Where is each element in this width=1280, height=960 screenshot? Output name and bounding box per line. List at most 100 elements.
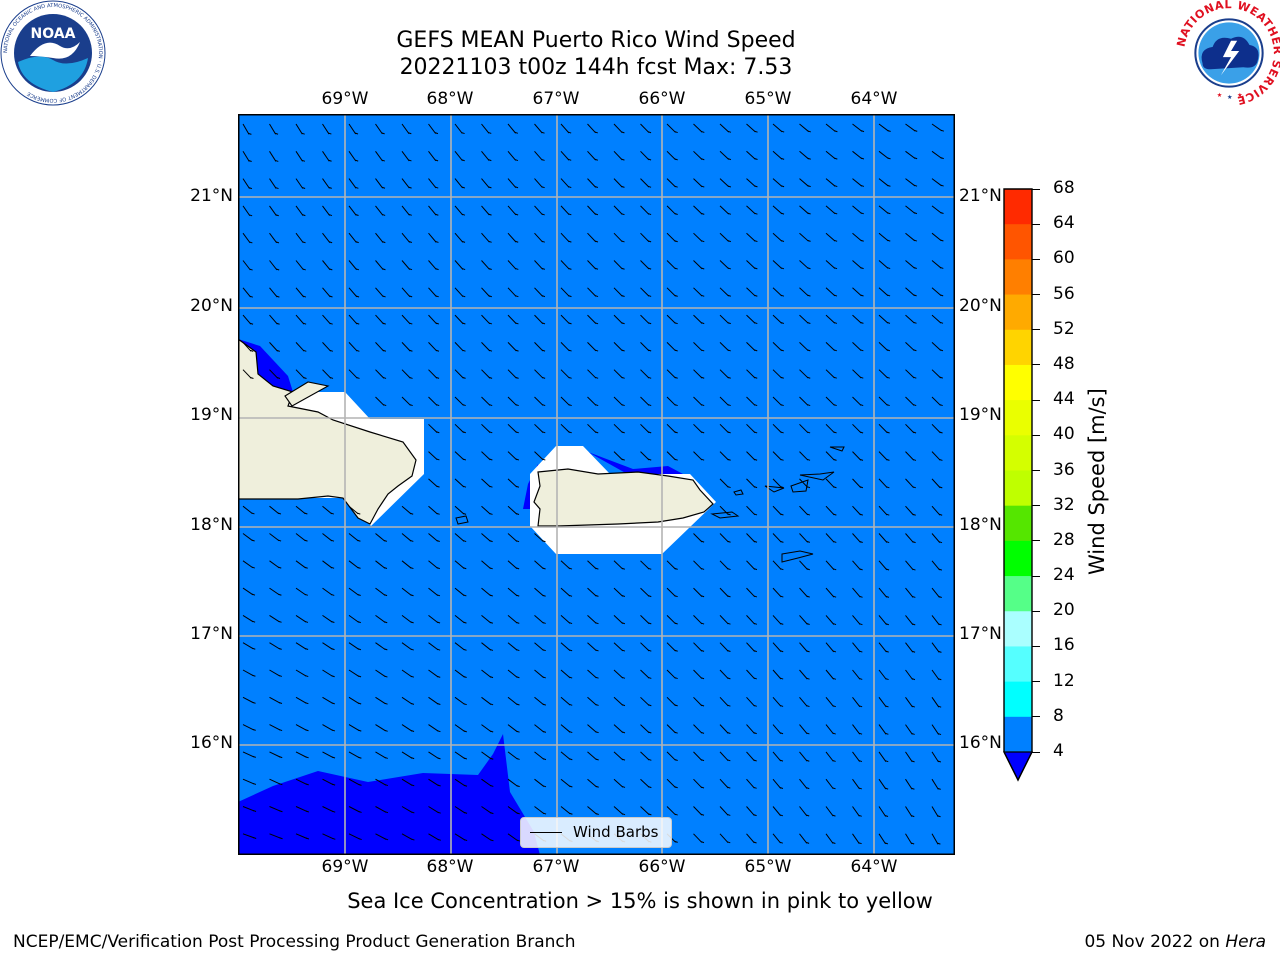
wind-barb-flag [832,623,837,626]
wind-barb [931,178,942,187]
wind-barb-flag [832,705,836,708]
wind-barb [878,260,889,269]
wind-barb [799,123,810,133]
wind-barb-flag [514,186,519,189]
wind-barb [719,533,729,543]
wind-barb-flag [462,349,466,352]
wind-barb [401,287,411,298]
wind-barb [401,342,411,352]
wind-barb [534,696,545,706]
wind-barb-flag [674,840,678,843]
wind-barb [269,205,277,216]
wind-barb [534,669,545,679]
colorbar-tick-label: 48 [1053,353,1075,374]
wind-barb-flag [754,376,758,379]
wind-barb [799,342,809,352]
wind-barb-flag [780,185,785,188]
legend: Wind Barbs [520,817,672,848]
wind-barb-flag [938,678,942,681]
wind-barb [269,151,277,162]
wind-barb-flag [542,812,547,815]
wind-barb-flag [568,431,572,434]
wind-barb [852,751,861,762]
wind-barb [454,587,465,597]
wind-barb-flag [911,760,915,763]
wind-barb-flag [700,595,705,598]
wind-barb-flag [278,620,282,623]
wind-barb-flag [780,349,784,352]
wind-barb-flag [912,541,916,544]
wind-barb-flag [516,785,520,788]
wind-barb [799,669,808,680]
wind-barb [322,778,334,786]
wind-barb [640,778,650,788]
wind-barb [719,587,729,598]
wind-barb [269,314,278,325]
wind-barb-flag [331,648,335,651]
lon-label-top: 69°W [321,89,369,109]
wind-barb-flag [384,675,388,678]
wind-barb [905,615,914,626]
wind-barb-flag [727,130,732,133]
wind-barb-flag [355,159,359,162]
wind-barb [905,778,913,790]
wind-barb [242,287,251,298]
wind-barb [242,778,255,785]
wind-barb-flag [252,701,256,704]
wind-barb-flag [278,647,282,650]
wind-barb [825,451,835,461]
wind-barb [401,587,412,596]
wind-barb [613,260,623,270]
wind-barb [852,642,861,653]
wind-barb-flag [807,212,811,215]
wind-barb [666,369,676,379]
lon-label-top: 67°W [532,89,580,109]
wind-barb [375,342,385,352]
wind-barb [693,833,703,843]
island-land [284,381,330,407]
wind-barb-flag [832,732,836,735]
wind-barb-flag [384,621,388,624]
wind-barb-flag [568,404,572,407]
wind-barb-flag [435,322,439,325]
wind-barb [905,342,915,351]
lon-label-top: 66°W [638,89,686,109]
wind-barb-flag [860,404,864,407]
wind-barb [905,205,916,214]
wind-barb-flag [252,647,256,650]
wind-barb-flag [569,703,573,706]
wind-barb [852,205,863,214]
wind-barb-flag [701,376,705,379]
wind-barb [878,123,889,132]
wind-barb-flag [860,239,864,242]
wind-barb-flag [674,431,678,434]
wind-barb-flag [331,729,336,732]
wind-barb [878,505,888,516]
wind-barb-flag [275,214,279,217]
wind-barb [613,369,623,379]
wind-barb-flag [302,322,307,325]
wind-barb [931,150,943,159]
wind-barb [825,696,834,707]
wind-barb-flag [648,349,652,352]
colorbar-cell [1004,400,1032,436]
wind-barb-flag [727,622,731,625]
wind-barb-flag [753,732,757,735]
lat-label-left: 20°N [190,296,233,316]
wind-barb [481,232,490,243]
wind-barb [905,478,915,489]
wind-barb [401,369,411,379]
wind-barb-flag [436,431,440,434]
wind-barb-flag [833,540,837,543]
wind-barb [931,287,942,297]
wind-barb [454,669,465,678]
wind-barb-flag [806,540,811,543]
wind-barb-flag [411,838,415,841]
wind-barb-flag [753,431,758,434]
wind-barb-flag [435,376,440,379]
wind-barb-flag [435,213,439,216]
wind-barb-flag [753,458,758,461]
wind-barb [507,642,518,651]
wind-barb-flag [621,785,626,788]
wind-barb-flag [884,787,889,790]
